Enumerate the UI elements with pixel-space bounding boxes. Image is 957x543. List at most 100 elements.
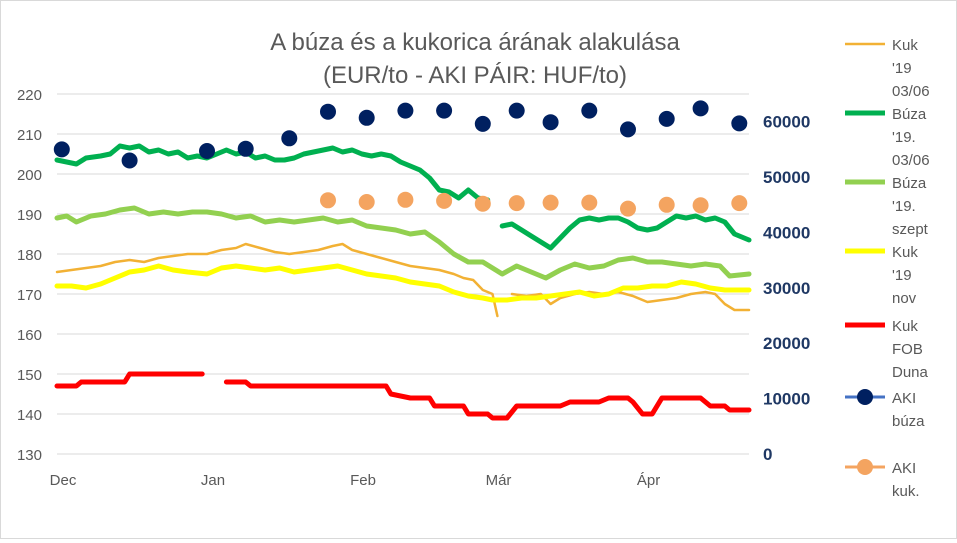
data-point [474,195,491,212]
y-right-tick-label: 60000 [763,113,810,132]
y-right-tick-label: 20000 [763,334,810,353]
series-line [54,143,491,203]
legend-label: Kuk [892,244,918,261]
legend-label: AKI [892,460,916,477]
series-7 [320,191,748,217]
data-point [620,121,636,138]
data-point [436,102,453,119]
legend-label: 03/06 [892,152,930,169]
chart-subtitle: (EUR/to - AKI PÁIR: HUF/to) [323,62,627,89]
legend-label: Kuk [892,37,918,54]
data-point [692,197,709,214]
x-tick-label: Ápr [637,472,660,489]
x-tick-label: Feb [350,472,376,489]
series-layer [53,100,752,421]
y-left-tick-label: 130 [17,447,42,464]
data-point [199,143,215,159]
legend-label: búza [892,413,925,430]
series-6 [53,100,748,169]
legend-entry-5: Kuk FOB Duna [845,318,929,381]
data-point [581,102,598,119]
y-right-tick-label: 10000 [763,390,810,409]
legend-label: '19 [892,267,912,284]
y-right-tick-label: 30000 [763,279,810,298]
data-point [397,191,414,208]
legend-label: '19. [892,129,916,146]
y-left-tick-label: 220 [17,87,42,104]
data-point [358,194,375,210]
data-point [731,115,748,132]
data-point [542,194,559,211]
series-line [54,205,752,281]
series-2 [54,143,752,251]
x-tick-label: Már [486,472,512,489]
data-point [658,110,675,127]
legend-label: '19. [892,198,916,215]
data-point [121,152,138,169]
legend-label: szept [892,221,929,238]
y-left-tick-label: 150 [17,367,42,384]
chart-title: A búza és a kukorica árának alakulása [270,29,680,56]
data-point [397,102,414,119]
legend-label: nov [892,290,917,307]
legend-swatch-marker [857,389,873,405]
legend-entry-7: AKI kuk. [845,459,920,500]
legend-label: Búza [892,175,927,192]
gridlines [57,93,749,455]
legend-swatch-marker [857,459,873,475]
legend-entry-1: Kuk '19 03/06 [845,37,930,100]
legend-label: AKI [892,390,916,407]
x-tick-label: Dec [50,472,77,489]
series-line [223,379,752,421]
data-point [237,140,254,157]
legend: Kuk '19 03/06 Búza '19. 03/06 Búza '19. szept Kuk… [845,37,930,500]
legend-label: Duna [892,364,929,381]
y-left-tick-label: 210 [17,127,42,144]
series-4 [54,263,752,303]
data-point [281,130,298,147]
y-right-tick-label: 0 [763,445,772,464]
legend-label: Kuk [892,318,918,335]
data-point [320,103,336,120]
legend-label: kuk. [892,483,920,500]
data-point [474,115,491,132]
series-line [55,242,499,318]
y-left-tick-label: 200 [17,167,42,184]
data-point [542,114,559,131]
legend-entry-4: Kuk '19 nov [845,244,918,307]
series-line [54,371,205,389]
left-axis-labels: 130 140 150 160 170 180 190 200 210 220 [17,87,42,464]
data-point [358,109,375,126]
series-1 [55,242,751,318]
legend-entry-6: AKI búza [845,389,925,430]
y-left-tick-label: 140 [17,407,42,424]
y-right-tick-label: 50000 [763,168,810,187]
right-axis-labels: 0 10000 20000 30000 40000 50000 60000 [763,113,810,464]
y-left-tick-label: 170 [17,287,42,304]
legend-label: Búza [892,106,927,123]
y-left-tick-label: 190 [17,207,42,224]
series-5 [54,371,752,421]
legend-label: FOB [892,341,923,358]
y-left-tick-label: 180 [17,247,42,264]
data-point [508,195,525,212]
series-line [510,290,751,312]
series-3 [54,205,752,281]
legend-label: 03/06 [892,83,930,100]
data-point [53,141,70,158]
data-point [508,102,525,119]
legend-label: '19 [892,60,912,77]
data-point [692,100,709,117]
data-point [581,194,598,211]
data-point [731,195,748,212]
y-left-tick-label: 160 [17,327,42,344]
data-point [436,192,453,209]
data-point [658,196,675,213]
legend-entry-2: Búza '19. 03/06 [845,106,930,169]
x-tick-label: Jan [201,472,225,489]
x-axis-labels: Dec Jan Feb Már Ápr [50,472,661,489]
data-point [320,192,336,209]
series-line [54,263,752,303]
